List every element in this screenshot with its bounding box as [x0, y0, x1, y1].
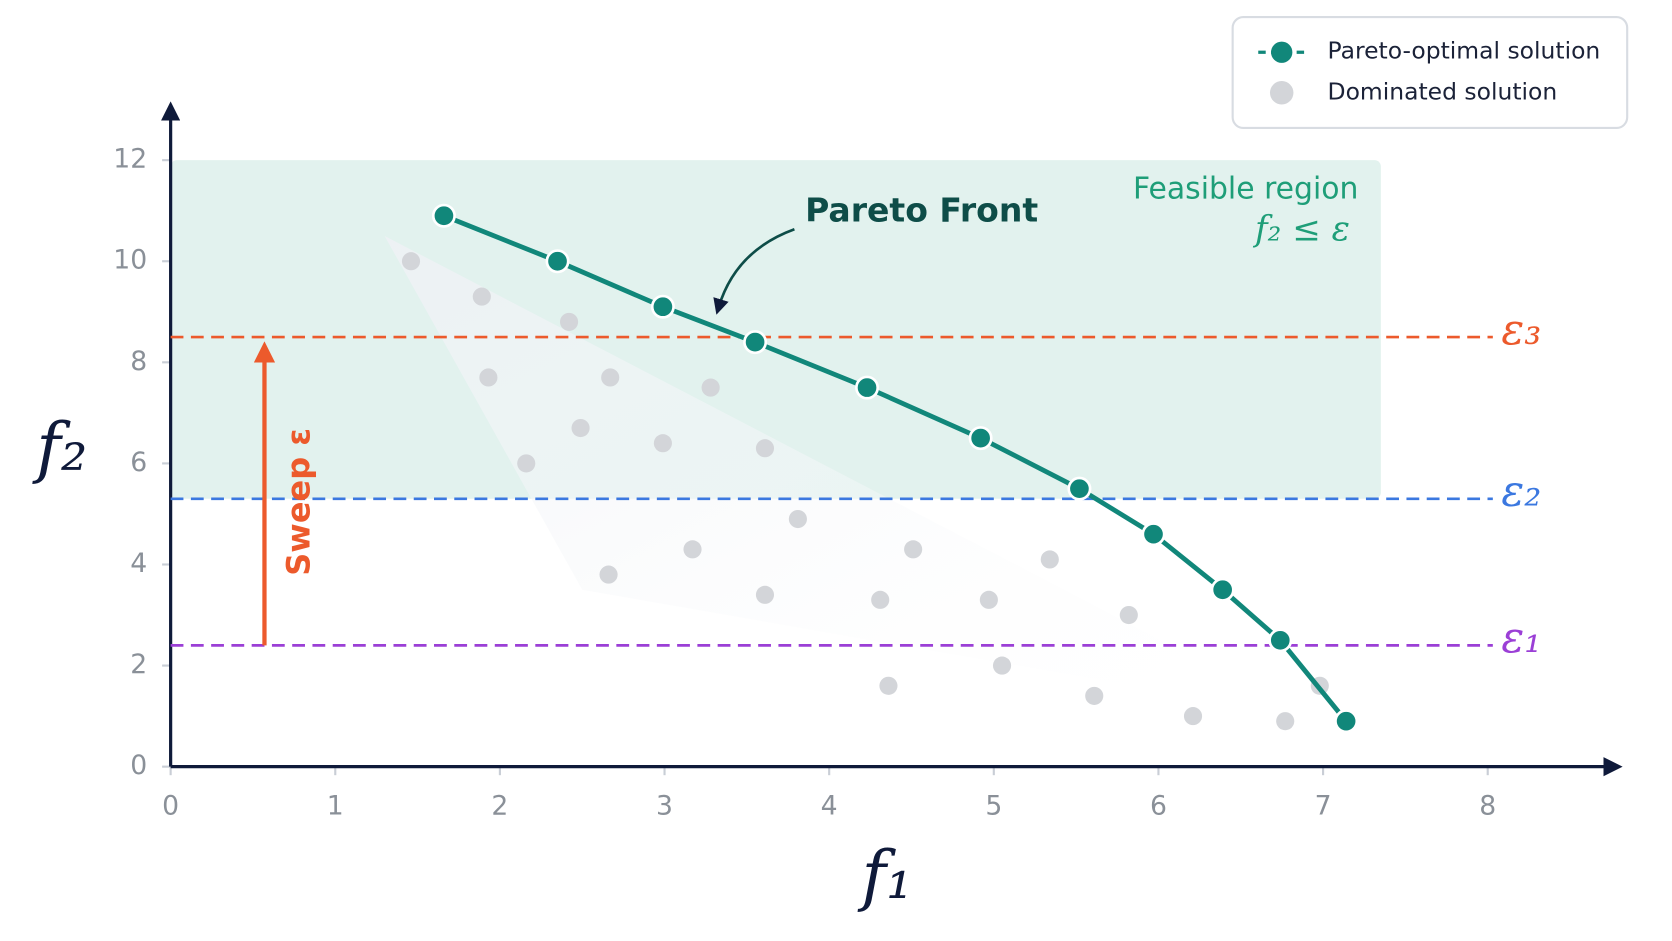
- x-tick-label: 6: [1150, 791, 1167, 822]
- dominated-point: [559, 312, 579, 331]
- y-axis-label: f₂: [31, 409, 87, 486]
- dominated-point: [904, 540, 923, 559]
- dominated-point: [1040, 550, 1059, 569]
- dominated-point: [517, 454, 536, 473]
- region-sublabel: f₂ ≤ ε: [1252, 209, 1350, 249]
- x-axis-label: f₁: [857, 837, 913, 914]
- front-label: Pareto Front: [805, 191, 1038, 230]
- x-tick-label: 4: [821, 791, 838, 822]
- dominated-point: [788, 509, 807, 529]
- pareto-point: [1268, 628, 1293, 653]
- pareto-point: [545, 249, 570, 274]
- dominated-point: [701, 378, 720, 397]
- x-tick-label: 3: [656, 791, 673, 822]
- dominated-point: [571, 418, 590, 438]
- dominated-point: [401, 252, 421, 271]
- y-tick-label: 10: [113, 245, 147, 276]
- sweep-label: Sweep ε: [280, 428, 318, 576]
- dominated-point: [1119, 605, 1138, 625]
- dominated-point: [755, 439, 775, 458]
- epsilon-label: ε₂: [1501, 467, 1541, 517]
- pareto-point: [1141, 522, 1166, 547]
- feasible-region: [170, 160, 1381, 499]
- epsilon-label: ε₁: [1501, 613, 1541, 663]
- dominated-point: [1183, 707, 1203, 726]
- y-tick-label: 8: [130, 346, 147, 377]
- legend-label: Dominated solution: [1328, 77, 1558, 105]
- pareto-point: [743, 330, 768, 355]
- dominated-point: [979, 590, 998, 609]
- y-tick-label: 12: [113, 144, 147, 175]
- dominated-point: [653, 434, 672, 453]
- dominated-point: [1276, 712, 1295, 731]
- dominated-point: [992, 656, 1012, 675]
- x-tick-label: 2: [491, 791, 508, 822]
- dominated-point: [755, 585, 775, 604]
- y-tick-label: 6: [130, 447, 147, 478]
- x-tick-label: 1: [327, 791, 344, 822]
- pareto-point: [1210, 577, 1235, 602]
- pareto-point: [968, 426, 993, 451]
- y-tick-label: 2: [130, 649, 147, 680]
- pareto-point: [650, 294, 675, 319]
- front-pointer: [713, 227, 795, 315]
- dominated-point: [871, 590, 890, 609]
- region-label: Feasible region: [1133, 171, 1358, 206]
- legend-label: Pareto-optimal solution: [1328, 37, 1601, 65]
- dominated-point: [479, 368, 498, 387]
- legend-box: [1231, 15, 1629, 130]
- pareto-point: [855, 375, 880, 400]
- x-tick-label: 8: [1479, 791, 1496, 822]
- x-tick-label: 5: [985, 791, 1002, 822]
- pareto-point: [1067, 476, 1092, 501]
- pareto-point: [1334, 709, 1359, 734]
- dominated-point: [599, 565, 618, 584]
- dominated-point: [1085, 686, 1104, 705]
- dominated-point: [683, 540, 702, 559]
- epsilon-label: ε₃: [1501, 305, 1541, 355]
- legend-marker: [1269, 81, 1294, 105]
- dominated-point: [472, 287, 491, 306]
- x-tick-label: 0: [162, 791, 179, 822]
- dominated-point: [879, 676, 898, 695]
- y-tick-label: 0: [130, 750, 147, 781]
- pareto-point: [431, 203, 456, 228]
- y-tick-label: 4: [130, 548, 147, 579]
- dominated-point: [601, 368, 620, 387]
- x-tick-label: 7: [1315, 791, 1332, 822]
- legend-marker: [1271, 41, 1293, 63]
